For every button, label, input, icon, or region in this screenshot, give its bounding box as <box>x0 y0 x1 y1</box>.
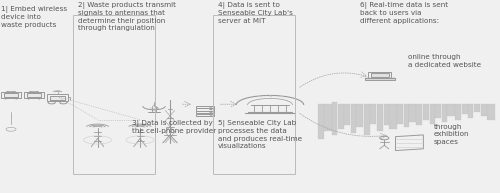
Bar <box>447 104 454 116</box>
Bar <box>462 104 468 114</box>
Bar <box>384 104 388 125</box>
Bar <box>350 104 356 133</box>
Bar <box>27 93 41 97</box>
Bar <box>1 92 21 98</box>
Text: 1| Embed wireless
device into
waste products: 1| Embed wireless device into waste prod… <box>1 6 67 28</box>
Bar <box>24 92 44 98</box>
Bar <box>364 104 370 135</box>
Circle shape <box>210 107 212 108</box>
Bar <box>430 104 434 124</box>
Bar <box>376 104 383 131</box>
Bar <box>474 104 480 112</box>
Bar <box>196 114 214 116</box>
Bar <box>409 104 416 122</box>
Bar <box>435 104 441 118</box>
Text: online through
a dedicated website: online through a dedicated website <box>408 54 480 68</box>
Bar <box>416 104 422 125</box>
Circle shape <box>210 109 212 110</box>
Bar <box>365 78 395 80</box>
Bar <box>196 106 214 108</box>
Bar <box>480 104 486 116</box>
Text: 5| Senseable City Lab
processes the data
and produces real-time
visualizations: 5| Senseable City Lab processes the data… <box>218 120 302 149</box>
Bar <box>370 104 376 124</box>
Bar <box>370 73 389 77</box>
Bar <box>318 104 324 139</box>
Bar <box>368 72 392 78</box>
Bar <box>487 104 494 120</box>
Text: through
exhibition
spaces: through exhibition spaces <box>434 124 470 145</box>
Text: 2| Waste products transmit
signals to antennas that
determine their position
thr: 2| Waste products transmit signals to an… <box>78 2 176 31</box>
Bar <box>338 104 344 129</box>
Bar <box>196 108 214 111</box>
Bar <box>468 104 473 118</box>
Bar <box>356 104 363 127</box>
Bar <box>422 104 429 120</box>
Bar <box>442 104 446 122</box>
Bar <box>50 96 64 100</box>
Bar <box>455 104 461 120</box>
Bar <box>196 111 214 113</box>
Text: 3| Data is collected by
the cell-phone provider: 3| Data is collected by the cell-phone p… <box>132 120 217 134</box>
Bar <box>47 95 68 101</box>
Bar <box>389 104 396 129</box>
Bar <box>404 104 408 127</box>
Bar <box>324 104 332 131</box>
Circle shape <box>210 112 212 113</box>
Bar <box>332 102 337 135</box>
Text: 4| Data is sent to
Senseable City Lab's
server at MIT: 4| Data is sent to Senseable City Lab's … <box>218 2 292 24</box>
Bar <box>397 104 403 124</box>
Text: 6| Real-time data is sent
back to users via
different applications:: 6| Real-time data is sent back to users … <box>360 2 448 24</box>
Circle shape <box>210 114 212 115</box>
Bar <box>344 104 350 125</box>
Bar <box>4 93 18 97</box>
